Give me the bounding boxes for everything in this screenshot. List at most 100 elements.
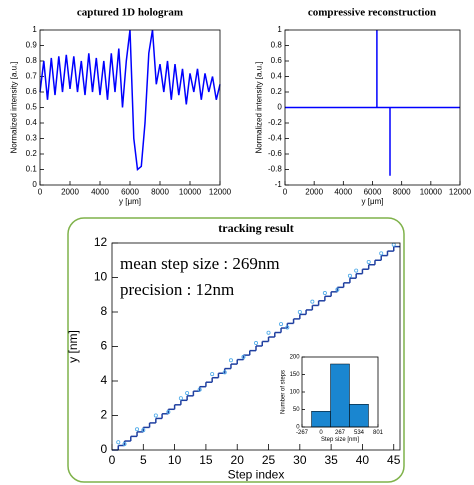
data-point — [279, 322, 284, 327]
y-tick-label: 1 — [277, 25, 282, 34]
y-tick-label: 8 — [101, 304, 108, 318]
x-tick-label: 0 — [38, 187, 43, 196]
y-axis-label: Normalized intensity [a.u.] — [10, 61, 19, 153]
data-point — [322, 291, 327, 296]
data-line — [39, 29, 221, 171]
y-tick-label: 0.6 — [26, 87, 38, 96]
y-tick-label: 0.2 — [271, 87, 283, 96]
x-tick-label: 10000 — [420, 187, 443, 196]
y-tick-label: 10 — [94, 270, 108, 284]
data-point — [266, 330, 271, 335]
y-tick-label: 0.4 — [271, 72, 283, 81]
x-tick-label: 25 — [262, 453, 276, 467]
x-tick-label: 267 — [335, 430, 346, 436]
y-tick-label: 2 — [101, 408, 108, 422]
y-tick-label: 0 — [296, 425, 300, 431]
y-tick-label: 0.8 — [271, 41, 283, 50]
data-point — [116, 440, 121, 445]
data-point — [166, 410, 171, 415]
y-tick-label: 0.4 — [26, 118, 38, 127]
y-tick-label: 1 — [32, 25, 37, 34]
data-point — [379, 251, 384, 256]
x-tick-label: 6000 — [364, 187, 382, 196]
y-axis-label: Number of steps — [280, 370, 286, 414]
x-tick-label: 10 — [168, 453, 182, 467]
data-point — [141, 428, 146, 433]
annotation: mean step size : 269nm — [120, 254, 280, 273]
y-tick-label: 0 — [32, 180, 37, 189]
y-tick-label: 0.2 — [26, 149, 38, 158]
data-point — [210, 372, 215, 377]
y-tick-label: -0.6 — [268, 149, 282, 158]
x-tick-label: 35 — [324, 453, 338, 467]
hist-bar — [311, 411, 331, 428]
data-point — [285, 325, 290, 330]
x-tick-label: 801 — [373, 430, 384, 436]
data-point — [366, 259, 371, 264]
y-tick-label: 0 — [277, 103, 282, 112]
plot-frame — [111, 242, 401, 451]
x-tick-label: 0 — [319, 430, 323, 436]
data-point — [297, 309, 302, 314]
x-axis-label: Step index — [228, 467, 285, 481]
y-tick-label: 0.6 — [271, 56, 283, 65]
data-point — [354, 268, 359, 273]
y-tick-label: 0.9 — [26, 41, 38, 50]
x-tick-label: 6000 — [121, 187, 139, 196]
plot-frame — [39, 29, 221, 186]
x-axis-label: y [μm] — [119, 197, 141, 206]
x-tick-label: 8000 — [393, 187, 411, 196]
data-point — [122, 441, 127, 446]
x-tick-label: 5 — [140, 453, 147, 467]
x-tick-label: 2000 — [61, 187, 79, 196]
x-tick-label: 12000 — [449, 187, 472, 196]
plot-frame — [301, 356, 379, 428]
y-tick-label: 6 — [101, 339, 108, 353]
x-axis-label: y [μm] — [362, 197, 384, 206]
y-tick-label: 0.1 — [26, 165, 38, 174]
y-tick-label: -0.4 — [268, 134, 282, 143]
data-point — [347, 273, 352, 278]
y-tick-label: -0.2 — [268, 118, 282, 127]
x-tick-label: -267 — [296, 430, 309, 436]
x-tick-label: 40 — [356, 453, 370, 467]
x-tick-label: 4000 — [334, 187, 352, 196]
x-tick-label: 10000 — [179, 187, 202, 196]
x-tick-label: 15 — [199, 453, 213, 467]
x-tick-label: 20 — [231, 453, 245, 467]
hist-bar — [349, 404, 369, 428]
data-point — [391, 242, 396, 247]
data-point — [153, 413, 158, 418]
y-tick-label: 200 — [290, 355, 301, 361]
x-tick-label: 2000 — [305, 187, 323, 196]
chart-title: captured 1D hologram — [77, 7, 183, 19]
y-tick-label: 0.8 — [26, 56, 38, 65]
data-point — [228, 358, 233, 363]
x-axis-label: Step size [nm] — [321, 437, 359, 443]
x-tick-label: 12000 — [209, 187, 232, 196]
highlight-box — [67, 217, 405, 483]
data-point — [335, 287, 340, 292]
data-point — [135, 427, 140, 432]
annotation: precision : 12nm — [120, 280, 234, 299]
data-point — [241, 354, 246, 359]
y-tick-label: 0.3 — [26, 134, 38, 143]
y-tick-label: 4 — [101, 373, 108, 387]
y-tick-label: -0.8 — [268, 165, 282, 174]
y-tick-label: 50 — [293, 407, 300, 413]
y-axis-label: Normalized intensity [a.u.] — [255, 61, 264, 153]
x-tick-label: 8000 — [151, 187, 169, 196]
x-tick-label: 0 — [109, 453, 116, 467]
x-tick-label: 534 — [354, 430, 365, 436]
x-tick-label: 4000 — [91, 187, 109, 196]
hist-bar — [330, 363, 350, 428]
data-point — [310, 299, 315, 304]
y-tick-label: 0.5 — [26, 103, 38, 112]
x-tick-label: 30 — [293, 453, 307, 467]
data-point — [178, 396, 183, 401]
y-tick-label: -1 — [275, 180, 283, 189]
chart-title: tracking result — [218, 221, 293, 235]
data-point — [222, 370, 227, 375]
y-tick-label: 12 — [94, 235, 108, 249]
